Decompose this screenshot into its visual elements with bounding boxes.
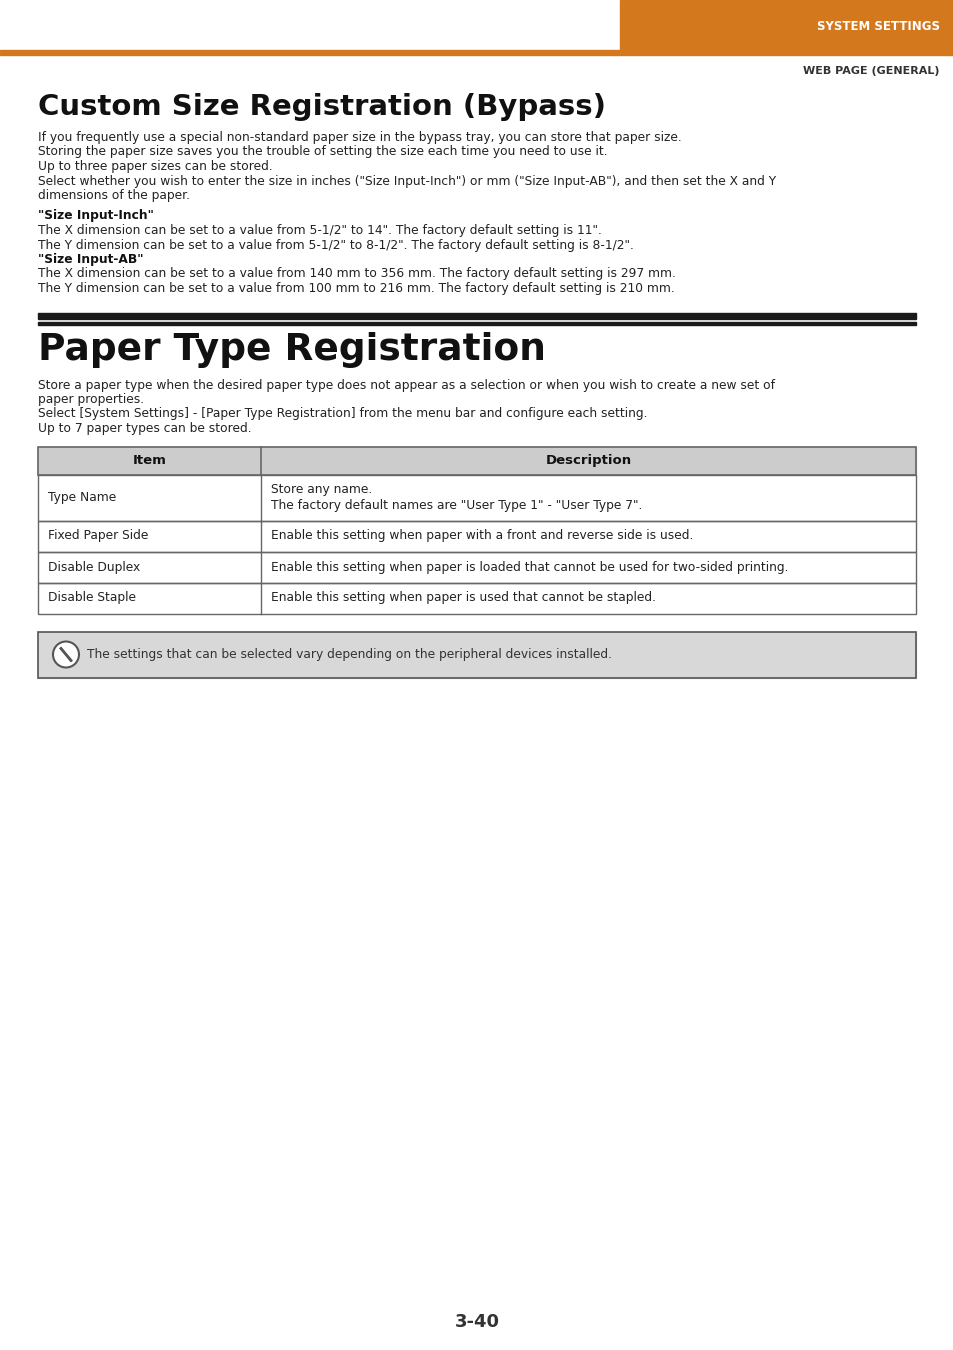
Text: Type Name: Type Name <box>48 491 116 504</box>
Bar <box>38 312 915 319</box>
Bar <box>38 632 915 678</box>
Text: The Y dimension can be set to a value from 5-1/2" to 8-1/2". The factory default: The Y dimension can be set to a value fr… <box>38 239 633 251</box>
Text: The X dimension can be set to a value from 140 mm to 356 mm. The factory default: The X dimension can be set to a value fr… <box>38 267 675 281</box>
Bar <box>38 552 915 582</box>
Text: SYSTEM SETTINGS: SYSTEM SETTINGS <box>816 19 939 32</box>
Bar <box>38 552 915 582</box>
Text: Store a paper type when the desired paper type does not appear as a selection or: Store a paper type when the desired pape… <box>38 378 774 392</box>
Text: Disable Duplex: Disable Duplex <box>48 560 140 574</box>
Text: Select whether you wish to enter the size in inches ("Size Input-Inch") or mm (": Select whether you wish to enter the siz… <box>38 174 776 188</box>
Text: Custom Size Registration (Bypass): Custom Size Registration (Bypass) <box>38 93 605 122</box>
Bar <box>38 582 915 613</box>
Text: Up to 7 paper types can be stored.: Up to 7 paper types can be stored. <box>38 423 252 435</box>
Bar <box>38 447 915 474</box>
Text: Paper Type Registration: Paper Type Registration <box>38 332 545 369</box>
Text: Enable this setting when paper with a front and reverse side is used.: Enable this setting when paper with a fr… <box>271 529 693 543</box>
Text: The factory default names are "User Type 1" - "User Type 7".: The factory default names are "User Type… <box>271 498 641 512</box>
Bar <box>38 474 915 521</box>
Text: Description: Description <box>545 454 631 467</box>
Text: "Size Input-AB": "Size Input-AB" <box>38 252 143 266</box>
Text: Select [System Settings] - [Paper Type Registration] from the menu bar and confi: Select [System Settings] - [Paper Type R… <box>38 408 647 420</box>
Text: Up to three paper sizes can be stored.: Up to three paper sizes can be stored. <box>38 161 273 173</box>
Bar <box>38 323 915 324</box>
Bar <box>38 521 915 552</box>
Circle shape <box>53 641 79 667</box>
Text: The Y dimension can be set to a value from 100 mm to 216 mm. The factory default: The Y dimension can be set to a value fr… <box>38 282 674 296</box>
Text: Enable this setting when paper is used that cannot be stapled.: Enable this setting when paper is used t… <box>271 591 656 605</box>
Text: The settings that can be selected vary depending on the peripheral devices insta: The settings that can be selected vary d… <box>87 648 612 662</box>
Bar <box>38 474 915 521</box>
Text: Disable Staple: Disable Staple <box>48 591 136 605</box>
Bar <box>38 582 915 613</box>
Text: "Size Input-Inch": "Size Input-Inch" <box>38 209 153 223</box>
Bar <box>619 0 953 50</box>
Text: The X dimension can be set to a value from 5-1/2" to 14". The factory default se: The X dimension can be set to a value fr… <box>38 224 601 238</box>
Text: Store any name.: Store any name. <box>271 483 372 497</box>
Text: Enable this setting when paper is loaded that cannot be used for two-sided print: Enable this setting when paper is loaded… <box>271 560 788 574</box>
Text: dimensions of the paper.: dimensions of the paper. <box>38 189 190 202</box>
Text: Fixed Paper Side: Fixed Paper Side <box>48 529 149 543</box>
Bar <box>38 447 915 474</box>
Bar <box>38 521 915 552</box>
Text: paper properties.: paper properties. <box>38 393 144 406</box>
Text: Item: Item <box>132 454 166 467</box>
Text: WEB PAGE (GENERAL): WEB PAGE (GENERAL) <box>802 66 939 76</box>
Text: If you frequently use a special non-standard paper size in the bypass tray, you : If you frequently use a special non-stan… <box>38 131 681 144</box>
Text: Storing the paper size saves you the trouble of setting the size each time you n: Storing the paper size saves you the tro… <box>38 146 607 158</box>
Bar <box>0 50 953 55</box>
Bar <box>38 632 915 678</box>
Text: 3-40: 3-40 <box>454 1314 499 1331</box>
